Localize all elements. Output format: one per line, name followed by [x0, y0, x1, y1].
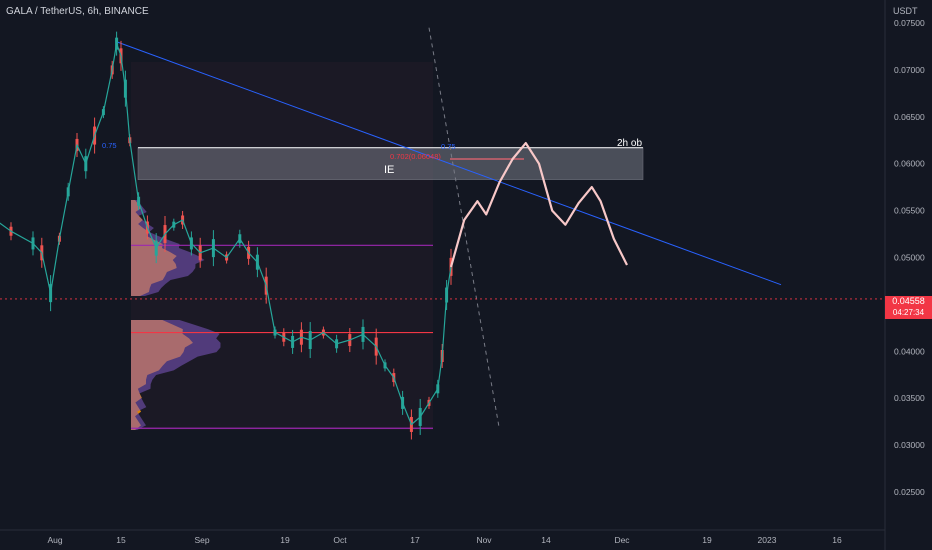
x-tick-label: Aug — [47, 535, 62, 545]
y-tick-label: 0.07500 — [894, 18, 925, 28]
dashed-trendline — [428, 27, 500, 430]
ie-zone — [137, 147, 644, 180]
y-tick-label: 0.05000 — [894, 253, 925, 263]
y-tick-label: 0.02500 — [894, 487, 925, 497]
descending-trendline — [116, 41, 782, 286]
fib-label-right: 0.75 — [441, 142, 456, 151]
projection-path — [449, 142, 628, 268]
volume-profile-upper-sell — [131, 200, 205, 296]
x-tick-label: 14 — [541, 535, 551, 545]
y-tick-label: 0.07000 — [894, 65, 925, 75]
y-tick-label: 0.05500 — [894, 206, 925, 216]
x-tick-label: 17 — [410, 535, 420, 545]
x-tick-label: 2023 — [758, 535, 777, 545]
x-tick-label: Oct — [333, 535, 347, 545]
profile-range-backdrop — [131, 62, 433, 430]
x-tick-label: Sep — [194, 535, 209, 545]
y-tick-label: 0.03000 — [894, 440, 925, 450]
x-tick-label: 19 — [702, 535, 712, 545]
current-price-label: 0.04558 — [885, 296, 932, 307]
price-axis-unit: USDT — [893, 6, 918, 16]
fib-label: 0.702(0.06048) — [390, 152, 441, 161]
y-tick-label: 0.03500 — [894, 393, 925, 403]
y-tick-label: 0.06500 — [894, 112, 925, 122]
symbol-title[interactable]: GALA / TetherUS, 6h, BINANCE — [6, 6, 149, 17]
x-tick-label: 16 — [832, 535, 842, 545]
volume-profile-lower-sell — [131, 320, 221, 430]
x-tick-label: Dec — [614, 535, 630, 545]
x-tick-label: 19 — [280, 535, 290, 545]
y-tick-label: 0.06000 — [894, 159, 925, 169]
ie-label: IE — [384, 164, 394, 176]
price-series-line — [0, 42, 452, 426]
x-tick-label: 15 — [116, 535, 126, 545]
ob-label: 2h ob — [617, 138, 642, 149]
y-tick-label: 0.04000 — [894, 346, 925, 356]
fib-label-left: 0.75 — [102, 141, 117, 150]
bar-countdown-label: 04:27:34 — [885, 307, 932, 319]
x-tick-label: Nov — [476, 535, 492, 545]
